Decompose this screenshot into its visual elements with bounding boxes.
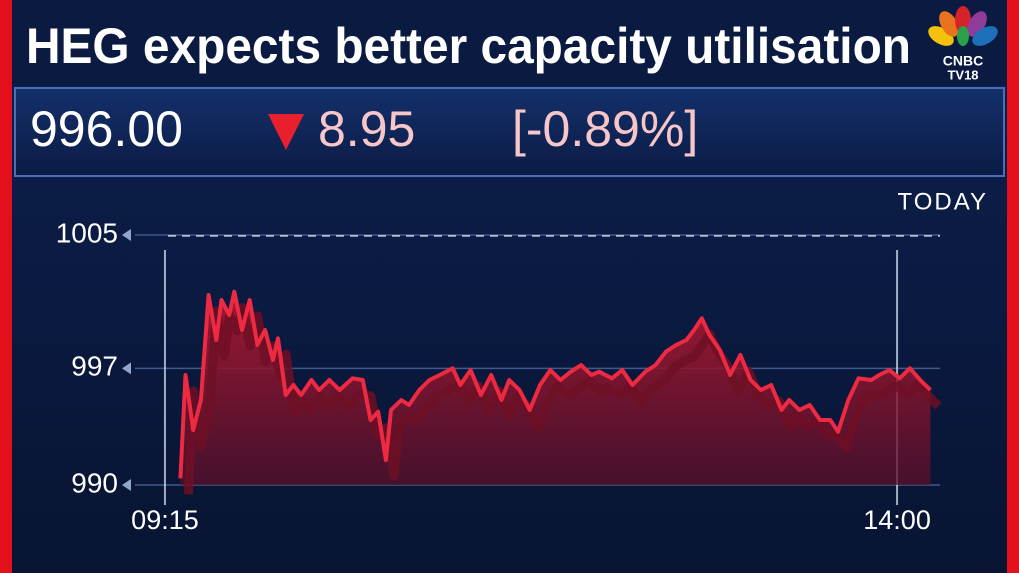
- frame-left: [0, 0, 12, 573]
- y-tick-marker: [122, 229, 131, 241]
- price-bar: [14, 87, 1005, 177]
- price-change-percent: [-0.89%]: [512, 101, 698, 157]
- y-tick-label: 1005: [56, 217, 118, 248]
- title-band: [12, 0, 1007, 85]
- plot: 990 997 1005 09:15 14:00: [56, 217, 942, 535]
- logo-channel: TV18: [947, 67, 978, 82]
- y-tick-marker: [122, 479, 131, 491]
- x-tick-label: 09:15: [131, 505, 199, 535]
- y-tick-marker: [122, 362, 131, 375]
- y-tick-label: 997: [71, 351, 118, 382]
- frame-right: [1007, 0, 1019, 573]
- x-tick-label: 14:00: [863, 505, 931, 535]
- logo: CNBC TV18: [928, 6, 998, 82]
- period-label: TODAY: [898, 188, 988, 215]
- line: [178, 289, 932, 479]
- y-tick-label: 990: [71, 467, 118, 498]
- price-change: 8.95: [318, 101, 415, 157]
- price: 996.00: [30, 101, 183, 157]
- down-arrow: [268, 114, 304, 150]
- headline: HEG expects better capacity utilisation: [26, 18, 911, 74]
- logo-brand: CNBC: [943, 53, 983, 69]
